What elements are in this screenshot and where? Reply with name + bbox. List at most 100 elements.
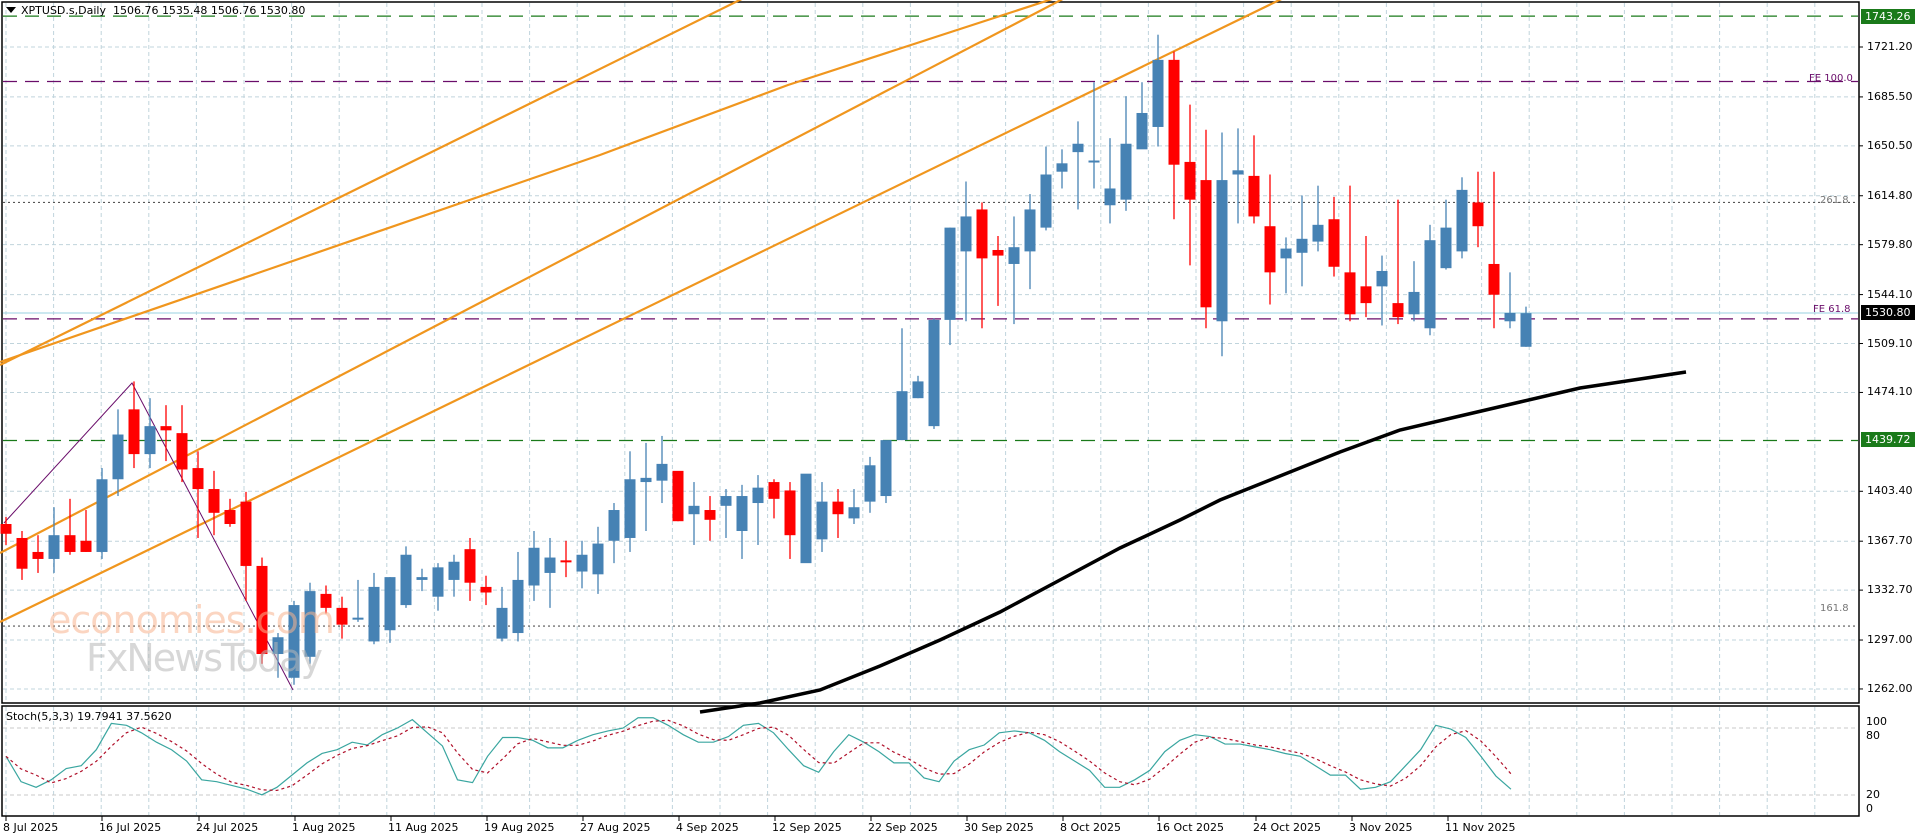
- fe-618-label: FE 61.8: [1813, 304, 1851, 315]
- channel-upper-line: [0, 0, 743, 366]
- candle-body: [480, 586, 492, 593]
- candle-body: [384, 577, 396, 631]
- time-tick-label: 4 Sep 2025: [676, 821, 739, 834]
- candle-body: [1408, 291, 1420, 315]
- candle-body: [752, 487, 764, 504]
- candle-body: [1264, 226, 1276, 273]
- candle-body: [1152, 59, 1164, 127]
- candle-body: [224, 510, 236, 524]
- candle-body: [896, 391, 908, 441]
- time-tick-label: 3 Nov 2025: [1349, 821, 1413, 834]
- candle-body: [992, 249, 1004, 256]
- candle-body: [256, 565, 268, 655]
- candle-body: [464, 549, 476, 583]
- candle-body: [80, 540, 92, 552]
- candle-body: [560, 560, 572, 563]
- candle-body: [912, 381, 924, 399]
- channel-mid-line: [0, 0, 1282, 623]
- time-tick-label: 1 Aug 2025: [292, 821, 356, 834]
- candle-body: [336, 607, 348, 625]
- price-tick-label: 1297.00: [1867, 633, 1913, 647]
- candle-body: [112, 434, 124, 480]
- candle-body: [608, 510, 620, 541]
- candle-body: [688, 505, 700, 515]
- collapse-triangle-icon[interactable]: [6, 7, 16, 13]
- candle-body: [960, 216, 972, 252]
- candle-body: [1200, 180, 1212, 308]
- candle-body: [768, 482, 780, 499]
- watermark-fxnewstoday: FxNewsToday: [86, 636, 323, 680]
- candle-body: [496, 607, 508, 639]
- candle-body: [304, 591, 316, 657]
- candle-body: [1376, 270, 1388, 287]
- price-tick-label: 1579.80: [1867, 237, 1913, 251]
- candle-body: [1488, 263, 1500, 295]
- fib-161-label: 161.8: [1820, 603, 1849, 614]
- price-tick-label: 1332.70: [1867, 583, 1913, 597]
- candle-body: [1104, 188, 1116, 206]
- candle-body: [1360, 286, 1372, 304]
- price-tick-label: 1474.10: [1867, 385, 1913, 399]
- candle-body: [1424, 240, 1436, 329]
- price-tick-label: 1650.50: [1867, 138, 1913, 152]
- candle-body: [1056, 163, 1068, 172]
- level-low-price-tag: 1439.72: [1861, 432, 1915, 447]
- candle-body: [432, 567, 444, 597]
- candle-body: [176, 433, 188, 470]
- candle-body: [1216, 180, 1228, 322]
- candle-body: [1328, 219, 1340, 267]
- moving-average-line: [699, 370, 1687, 714]
- candle-body: [288, 605, 300, 678]
- candle-body: [1088, 160, 1100, 163]
- stoch-level-0: 0: [1866, 802, 1873, 815]
- candle-body: [624, 479, 636, 538]
- time-tick-label: 22 Sep 2025: [868, 821, 938, 834]
- candle-body: [784, 490, 796, 536]
- stochastic-label: Stoch(5,3,3) 19.7941 37.5620: [6, 710, 172, 723]
- candle-body: [1520, 313, 1532, 347]
- chart-header: XPTUSD.s,Daily 1506.76 1535.48 1506.76 1…: [6, 4, 305, 17]
- candle-body: [576, 554, 588, 572]
- candle-body: [16, 537, 28, 569]
- zigzag-line: [3, 382, 294, 691]
- candle-body: [512, 579, 524, 634]
- candle-body: [1248, 175, 1260, 217]
- candle-body: [32, 551, 44, 559]
- candle-body: [1312, 224, 1324, 242]
- candle-body: [192, 468, 204, 490]
- price-tick-label: 1614.80: [1867, 188, 1913, 202]
- candle-body: [1296, 238, 1308, 253]
- candle-body: [1504, 312, 1516, 322]
- stoch-level-100: 100: [1866, 715, 1887, 728]
- candle-body: [1344, 272, 1356, 315]
- candle-body: [592, 543, 604, 575]
- time-tick-label: 12 Sep 2025: [772, 821, 842, 834]
- price-tick-label: 1544.10: [1867, 287, 1913, 301]
- candle-body: [160, 426, 172, 431]
- candle-body: [1392, 303, 1404, 318]
- candle-body: [1456, 189, 1468, 252]
- candle-body: [640, 477, 652, 483]
- candle-body: [48, 535, 60, 559]
- candle-body: [656, 463, 668, 481]
- time-tick-label: 11 Aug 2025: [388, 821, 459, 834]
- candle-body: [816, 501, 828, 540]
- fe-100-label: FE 100.0: [1809, 73, 1853, 84]
- time-tick-label: 24 Jul 2025: [196, 821, 259, 834]
- candle-body: [848, 507, 860, 519]
- candle-body: [1008, 247, 1020, 264]
- price-tick-label: 1367.70: [1867, 534, 1913, 548]
- candle-body: [736, 496, 748, 531]
- candle-body: [672, 470, 684, 522]
- stochastic-signal-line: [5, 719, 1512, 792]
- price-tick-label: 1509.10: [1867, 336, 1913, 350]
- candle-body: [928, 319, 940, 427]
- ohlc-values: 1506.76 1535.48 1506.76 1530.80: [112, 4, 306, 17]
- candle-body: [128, 409, 140, 455]
- candle-body: [704, 510, 716, 520]
- candle-body: [832, 501, 844, 515]
- stoch-level-80: 80: [1866, 729, 1880, 742]
- price-tick-label: 1721.20: [1867, 40, 1913, 53]
- time-tick-label: 11 Nov 2025: [1445, 821, 1516, 834]
